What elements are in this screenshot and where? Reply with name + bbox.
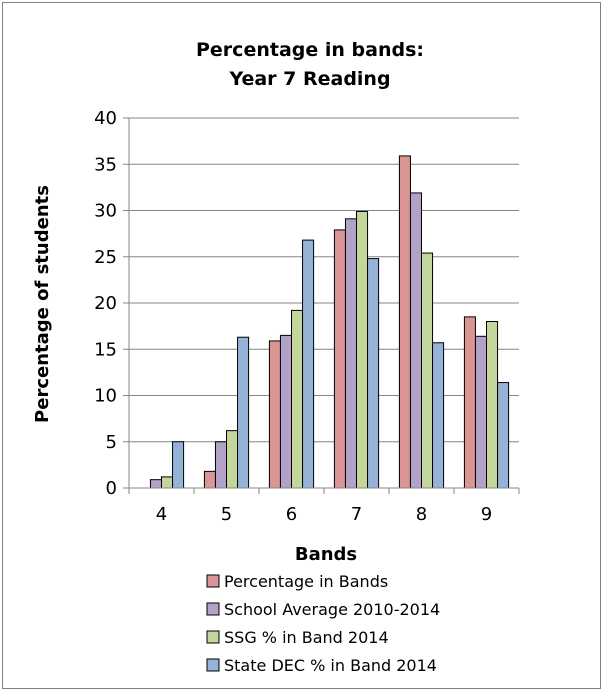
bar [398, 155, 411, 489]
y-tick-label: 15 [94, 339, 117, 360]
bar [421, 252, 434, 489]
x-tick-label: 8 [416, 504, 427, 525]
bar [486, 321, 499, 489]
legend-item: SSG % in Band 2014 [206, 628, 389, 647]
y-axis-title: Percentage of students [32, 185, 53, 423]
bar-chart: Percentage in bands: Year 7 Reading 0 5 10… [32, 39, 520, 675]
bar [172, 441, 185, 489]
bars [149, 155, 510, 489]
gridlines [129, 117, 519, 443]
bar [203, 470, 216, 489]
y-tick-label: 35 [94, 154, 117, 175]
bar [214, 441, 227, 489]
x-tick-label: 7 [351, 504, 362, 525]
legend-label: SSG % in Band 2014 [224, 628, 389, 647]
bar [268, 340, 281, 489]
legend-item: Percentage in Bands [206, 572, 388, 591]
x-tick-label: 6 [286, 504, 297, 525]
bar [356, 210, 369, 489]
bar [409, 192, 423, 489]
y-tick-label: 20 [94, 293, 117, 314]
legend-item: School Average 2010-2014 [206, 600, 440, 619]
legend-swatch [206, 630, 220, 644]
y-tick-label: 5 [106, 432, 117, 453]
legend-label: School Average 2010-2014 [224, 600, 440, 619]
legend-swatch [206, 574, 220, 588]
legend: Percentage in Bands School Average 2010-2… [206, 572, 440, 675]
x-tick-label: 5 [221, 504, 232, 525]
x-axis-ticks: 4 5 6 7 8 9 [128, 488, 520, 525]
bar [237, 336, 250, 489]
chart-title-line-2: Year 7 Reading [228, 68, 390, 90]
bar [333, 229, 346, 489]
x-tick-label: 9 [481, 504, 492, 525]
y-tick-label: 0 [106, 478, 117, 499]
bar [302, 239, 315, 489]
bar [463, 316, 476, 489]
bar [497, 382, 510, 489]
bar [149, 479, 162, 489]
chart-title-line-1: Percentage in bands: [196, 39, 424, 61]
y-tick-label: 30 [94, 201, 117, 222]
x-axis-title: Bands [295, 544, 357, 565]
bar [161, 476, 174, 489]
legend-item: State DEC % in Band 2014 [206, 656, 437, 675]
legend-label: State DEC % in Band 2014 [224, 656, 437, 675]
bar [291, 309, 304, 489]
legend-swatch [206, 658, 220, 672]
bar [226, 430, 239, 489]
bar [367, 258, 380, 489]
y-tick-label: 25 [94, 247, 117, 268]
y-axis-ticks: 0 5 10 15 20 25 30 35 40 [94, 108, 129, 499]
y-tick-label: 40 [94, 108, 117, 129]
bar [474, 335, 488, 489]
bar [432, 342, 445, 489]
y-tick-label: 10 [94, 386, 117, 407]
x-tick-label: 4 [156, 504, 167, 525]
bar [279, 334, 293, 489]
legend-swatch [206, 602, 220, 616]
legend-label: Percentage in Bands [224, 572, 388, 591]
bar [344, 218, 358, 489]
